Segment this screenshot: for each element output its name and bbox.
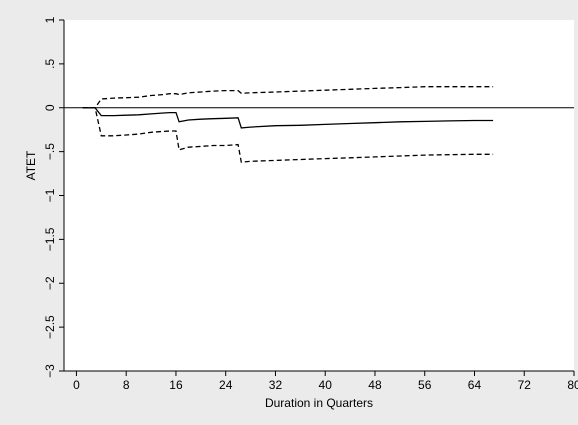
series-group — [82, 86, 494, 163]
y-tick-label: 1 — [43, 16, 57, 23]
y-tick-label: −3 — [43, 364, 57, 378]
x-tick-label: 72 — [518, 378, 532, 392]
x-tick-label: 80 — [567, 378, 578, 392]
x-tick-label: 56 — [418, 378, 432, 392]
x-tick-label: 24 — [219, 378, 233, 392]
x-tick-label: 64 — [468, 378, 482, 392]
y-tick-label: −1.5 — [43, 227, 57, 251]
x-axis-label: Duration in Quarters — [265, 396, 373, 410]
x-tick-label: 16 — [169, 378, 183, 392]
y-axis-label: ATET — [24, 150, 38, 180]
estimate-line — [82, 107, 494, 129]
plot-area — [64, 20, 574, 371]
y-tick-label: −.5 — [43, 143, 57, 160]
y-tick-label: −2 — [43, 276, 57, 290]
ci-line-2 — [82, 107, 494, 163]
x-tick-label: 0 — [73, 378, 80, 392]
y-tick-label: −1 — [43, 188, 57, 202]
x-tick-label: 8 — [123, 378, 130, 392]
x-tick-label: 32 — [269, 378, 283, 392]
axes: 1 .5 0 −.5 −1 −1.5 −2 −2.5 −3 0 8 16 24 32 40 48 56 64 72 8… — [43, 16, 578, 392]
y-tick-label: .5 — [43, 59, 57, 69]
y-tick-label: 0 — [43, 104, 57, 111]
ci-line-1 — [82, 86, 494, 109]
x-tick-label: 48 — [368, 378, 382, 392]
x-tick-label: 40 — [319, 378, 333, 392]
y-tick-label: −2.5 — [43, 315, 57, 339]
